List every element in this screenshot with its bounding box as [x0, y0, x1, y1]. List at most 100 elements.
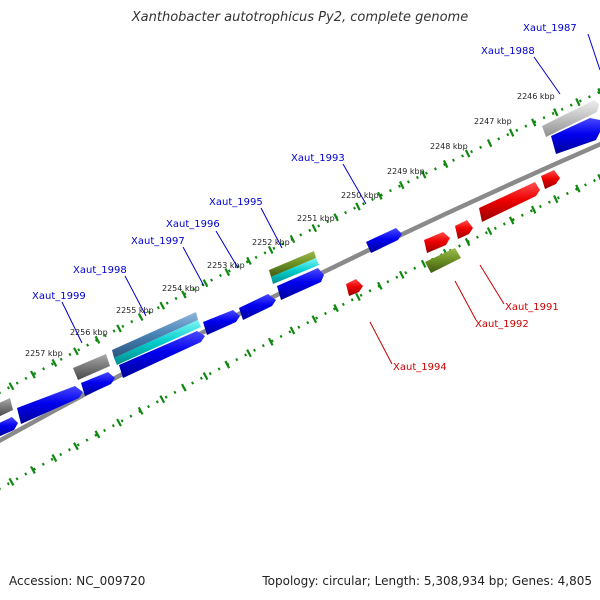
tick-mark [333, 303, 339, 313]
genome-backbone [0, 141, 600, 444]
gene-label[interactable]: Xaut_1987 [523, 23, 577, 34]
tick-mark [202, 372, 209, 381]
tick-mark [51, 454, 58, 463]
tick-mark [486, 139, 493, 148]
kbp-label: 2255 kbp [116, 306, 154, 315]
kbp-label: 2251 kbp [297, 214, 335, 223]
leader-line [479, 264, 505, 305]
tick-mark [267, 337, 274, 346]
gene-feature[interactable] [112, 312, 198, 358]
gene-feature[interactable] [0, 398, 13, 417]
gene-feature[interactable] [271, 258, 319, 284]
reverse-gene-labels: Xaut_1991 Xaut_1992 Xaut_1994 [393, 302, 559, 373]
tick-mark [420, 170, 427, 179]
gene-label[interactable]: Xaut_1991 [505, 302, 559, 313]
gene-feature[interactable] [425, 248, 461, 273]
leader-line [587, 33, 600, 71]
genome-summary-text: Topology: circular; Length: 5,308,934 bp… [262, 574, 592, 588]
gene-feature[interactable] [114, 320, 201, 365]
tick-mark [420, 259, 427, 268]
gene-feature[interactable] [203, 310, 240, 335]
leader-line [454, 280, 477, 321]
gene-feature[interactable] [81, 372, 115, 396]
tick-mark [159, 395, 166, 404]
gene-feature[interactable] [541, 170, 560, 189]
gene-label[interactable]: Xaut_1992 [475, 319, 529, 330]
gene-feature[interactable] [239, 294, 276, 320]
tick-mark [181, 383, 187, 392]
gene-feature[interactable] [455, 220, 473, 239]
leader-line [369, 321, 393, 365]
accession-text: Accession: NC_009720 [9, 574, 146, 588]
tick-mark [377, 281, 383, 290]
tick-mark [246, 256, 252, 266]
forward-cds-row [0, 118, 600, 437]
tick-mark [73, 347, 79, 356]
gene-feature[interactable] [542, 100, 599, 137]
leader-line [215, 230, 239, 269]
kbp-label: 2257 kbp [25, 349, 63, 358]
tick-mark [597, 173, 600, 181]
gene-feature[interactable] [479, 182, 540, 222]
tick-mark [508, 128, 515, 137]
gene-feature[interactable] [277, 268, 324, 300]
kbp-label: 2256 kbp [70, 328, 108, 337]
gene-feature[interactable] [366, 228, 402, 253]
gene-label[interactable]: Xaut_1995 [209, 197, 263, 208]
kbp-label: 2252 kbp [252, 238, 290, 247]
kbp-label: 2254 kbp [162, 284, 200, 293]
tick-mark [377, 191, 383, 200]
tick-mark [311, 315, 318, 324]
gene-label[interactable]: Xaut_1993 [291, 153, 345, 164]
leader-line [342, 163, 367, 205]
gene-feature[interactable] [119, 331, 205, 378]
kbp-tick-labels: 2246 kbp 2247 kbp 2248 kbp 2249 kbp 2250… [25, 92, 555, 358]
gene-feature[interactable] [0, 417, 18, 437]
gene-label[interactable]: Xaut_1999 [32, 291, 86, 302]
tick-mark [159, 301, 166, 310]
gene-label[interactable]: Xaut_1996 [166, 219, 220, 230]
leader-line [260, 207, 283, 249]
kbp-label: 2247 kbp [474, 117, 512, 126]
page-title: Xanthobacter autotrophicus Py2, complete… [131, 10, 469, 25]
tick-mark [464, 149, 471, 158]
tick-mark [398, 270, 405, 279]
tick-mark [531, 118, 537, 127]
tick-mark [289, 234, 296, 244]
gene-feature[interactable] [551, 118, 600, 154]
leader-line [182, 246, 205, 287]
gene-feature[interactable] [17, 386, 83, 424]
tick-mark [116, 324, 122, 333]
gene-label[interactable]: Xaut_1988 [481, 46, 535, 57]
leader-line [124, 275, 147, 317]
tick-mark [355, 202, 361, 211]
tick-mark [553, 195, 559, 204]
tick-mark [8, 477, 15, 486]
tick-mark [333, 213, 339, 222]
tick-mark [355, 292, 361, 301]
gene-feature[interactable] [424, 232, 450, 253]
kbp-label: 2250 kbp [341, 191, 379, 200]
tick-mark [73, 442, 79, 451]
reverse-label-leaders [369, 264, 505, 365]
tick-mark [137, 406, 144, 415]
gene-label[interactable]: Xaut_1994 [393, 362, 447, 373]
kbp-label: 2253 kbp [207, 261, 245, 270]
forward-strand-genes [0, 100, 599, 417]
tick-mark [442, 159, 449, 169]
gene-label[interactable]: Xaut_1997 [131, 236, 185, 247]
gene-feature[interactable] [269, 251, 316, 277]
major-ticks [8, 87, 600, 486]
gene-feature[interactable] [73, 354, 110, 380]
tick-mark [486, 227, 493, 236]
tick-mark [51, 358, 58, 367]
gene-label[interactable]: Xaut_1998 [73, 265, 127, 276]
kbp-label: 2246 kbp [517, 92, 555, 101]
tick-mark [246, 349, 252, 358]
kbp-label: 2249 kbp [387, 167, 425, 176]
gene-feature[interactable] [346, 279, 363, 296]
tick-mark [94, 430, 101, 439]
tick-mark [202, 279, 209, 288]
tick-mark [224, 360, 231, 369]
